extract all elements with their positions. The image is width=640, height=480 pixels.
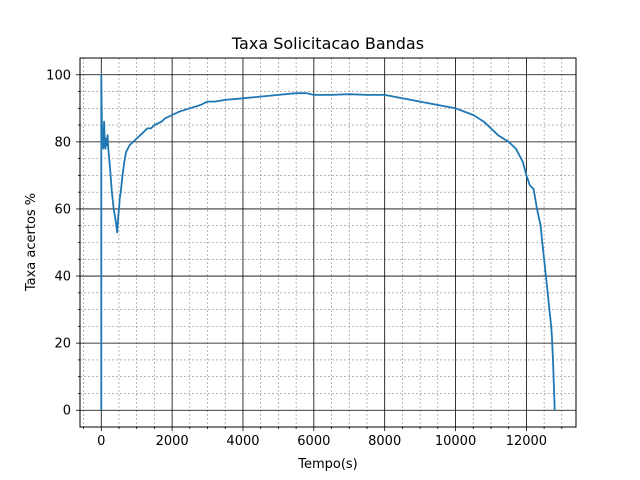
y-tick-label: 80 [54, 135, 71, 150]
y-tick-label: 60 [54, 202, 71, 217]
x-tick-label: 8000 [368, 434, 401, 449]
y-tick-label: 0 [63, 404, 71, 419]
x-tick-label: 4000 [226, 434, 259, 449]
series-line [100, 73, 556, 411]
y-tick-label: 20 [54, 337, 71, 352]
series-layer [100, 73, 556, 411]
y-axis-label: Taxa acertos % [24, 193, 39, 292]
chart-title: Taxa Solicitacao Bandas [231, 34, 424, 53]
y-tick-label: 100 [46, 68, 71, 83]
minor-grid [80, 58, 576, 427]
x-tick-label: 6000 [297, 434, 330, 449]
x-tick-label: 12000 [506, 434, 547, 449]
x-tick-label: 0 [97, 434, 105, 449]
y-axis: 0 20 40 60 80 100 [46, 68, 80, 419]
x-tick-label: 10000 [435, 434, 476, 449]
y-tick-label: 40 [54, 270, 71, 285]
x-tick-label: 2000 [156, 434, 189, 449]
x-axis: 0 2000 4000 6000 8000 10000 12000 [83, 427, 563, 449]
x-axis-label: Tempo(s) [297, 457, 358, 472]
